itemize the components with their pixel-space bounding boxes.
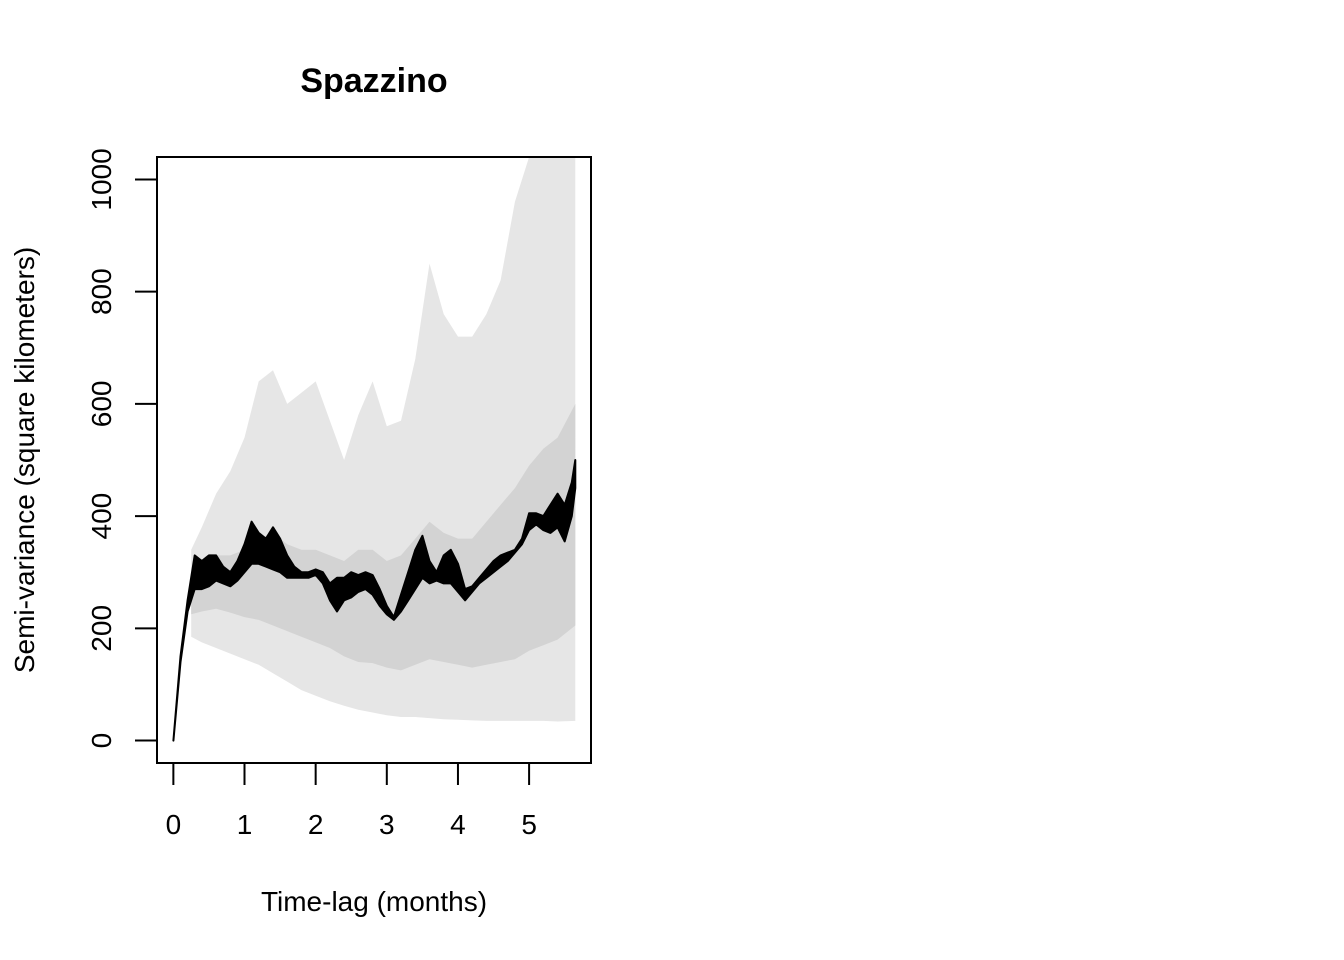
x-tick-label: 5	[521, 809, 537, 840]
inner-confidence-band	[191, 403, 576, 671]
y-tick-label: 200	[86, 605, 117, 652]
x-axis-label: Time-lag (months)	[261, 886, 487, 917]
y-axis: 0 200 400 600 800 1000	[86, 148, 158, 749]
confidence-bands	[191, 157, 576, 722]
y-tick-label: 600	[86, 381, 117, 428]
y-tick-label: 400	[86, 493, 117, 540]
y-axis-label: Semi-variance (square kilometers)	[9, 247, 40, 673]
x-axis: 0 1 2 3 4 5	[166, 762, 537, 840]
x-tick-label: 0	[166, 809, 182, 840]
y-tick-label: 800	[86, 268, 117, 315]
y-tick-label: 1000	[86, 148, 117, 210]
x-tick-label: 4	[450, 809, 466, 840]
x-tick-label: 1	[237, 809, 253, 840]
empirical-series-line	[172, 459, 577, 742]
y-tick-label: 0	[86, 733, 117, 749]
empirical-semivariance	[172, 459, 577, 742]
chart-title: Spazzino	[300, 62, 447, 100]
x-tick-label: 2	[308, 809, 324, 840]
x-tick-label: 3	[379, 809, 395, 840]
